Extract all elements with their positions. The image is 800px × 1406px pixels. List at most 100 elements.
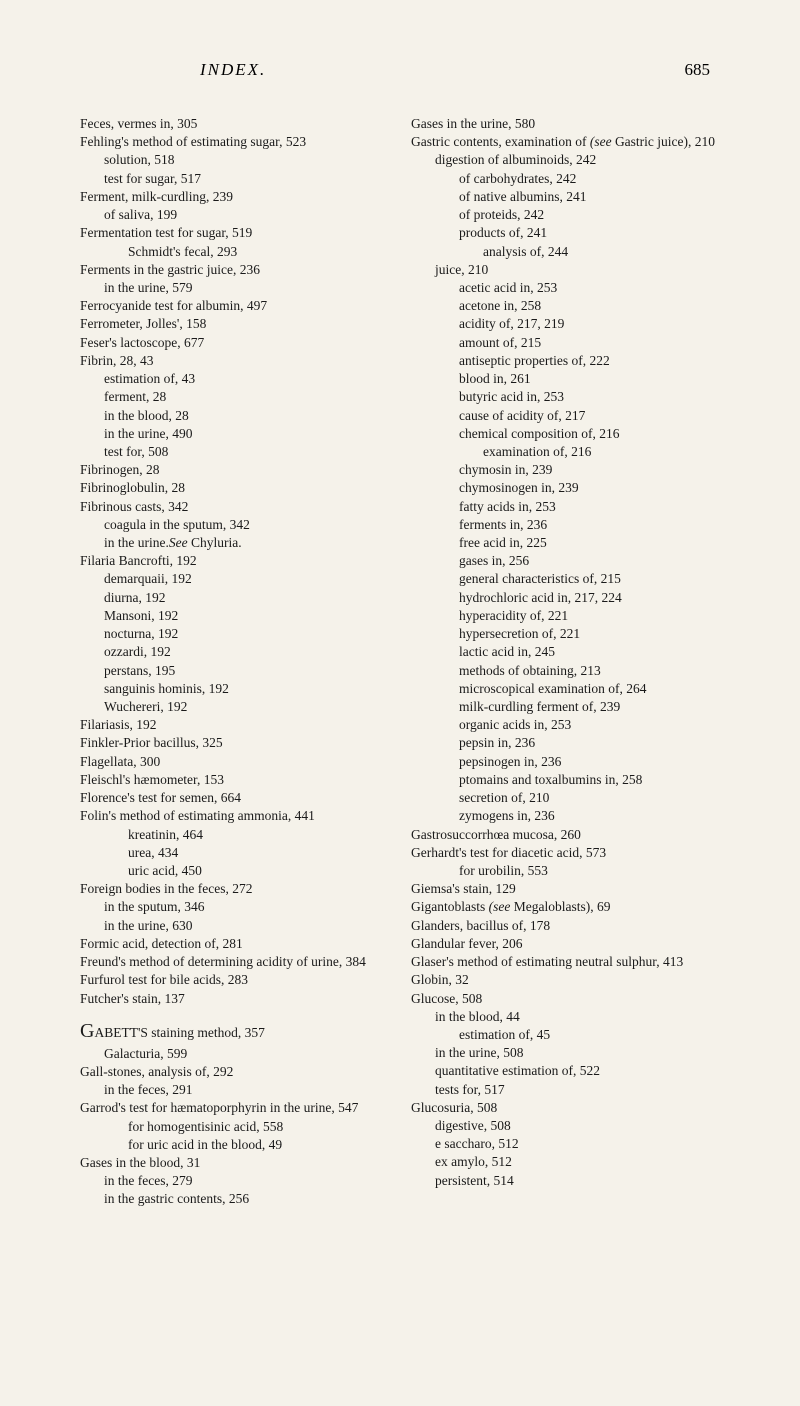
index-entry: Fermentation test for sugar, 519 bbox=[80, 224, 399, 242]
header-title: INDEX. bbox=[200, 60, 266, 80]
index-entry: Fibrinous casts, 342 bbox=[80, 498, 399, 516]
index-entry: Fibrinoglobulin, 28 bbox=[80, 479, 399, 497]
index-entry: in the urine, 508 bbox=[411, 1044, 730, 1062]
index-entry: Giemsa's stain, 129 bbox=[411, 880, 730, 898]
index-entry: in the gastric contents, 256 bbox=[80, 1190, 399, 1208]
drop-cap: G bbox=[80, 1020, 94, 1042]
index-entry: Futcher's stain, 137 bbox=[80, 990, 399, 1008]
index-entry: Gastric contents, examination of (see Ga… bbox=[411, 133, 730, 151]
index-entry: test for sugar, 517 bbox=[80, 170, 399, 188]
index-entry: cause of acidity of, 217 bbox=[411, 407, 730, 425]
index-entry: ferments in, 236 bbox=[411, 516, 730, 534]
index-entry: for urobilin, 553 bbox=[411, 862, 730, 880]
index-entry: free acid in, 225 bbox=[411, 534, 730, 552]
index-entry: digestive, 508 bbox=[411, 1117, 730, 1135]
index-entry: analysis of, 244 bbox=[411, 243, 730, 261]
index-entry: urea, 434 bbox=[80, 844, 399, 862]
index-entry: Gases in the urine, 580 bbox=[411, 115, 730, 133]
see-reference: (see bbox=[489, 899, 511, 914]
index-entry: Fibrinogen, 28 bbox=[80, 461, 399, 479]
index-entry: Feser's lactoscope, 677 bbox=[80, 334, 399, 352]
index-entry: Furfurol test for bile acids, 283 bbox=[80, 971, 399, 989]
index-entry: Glucose, 508 bbox=[411, 990, 730, 1008]
index-entry: chymosinogen in, 239 bbox=[411, 479, 730, 497]
index-entry: Ferrometer, Jolles', 158 bbox=[80, 315, 399, 333]
index-entry: microscopical examination of, 264 bbox=[411, 680, 730, 698]
index-entry: coagula in the sputum, 342 bbox=[80, 516, 399, 534]
index-entry: zymogens in, 236 bbox=[411, 807, 730, 825]
index-entry: milk-curdling ferment of, 239 bbox=[411, 698, 730, 716]
index-entry: amount of, 215 bbox=[411, 334, 730, 352]
index-entry: ptomains and toxalbumins in, 258 bbox=[411, 771, 730, 789]
index-entry: hyperacidity of, 221 bbox=[411, 607, 730, 625]
index-entry: e saccharo, 512 bbox=[411, 1135, 730, 1153]
index-entry: perstans, 195 bbox=[80, 662, 399, 680]
index-entry: Filaria Bancrofti, 192 bbox=[80, 552, 399, 570]
index-entry: quantitative estimation of, 522 bbox=[411, 1062, 730, 1080]
index-entry: GABETT'S staining method, 357 bbox=[80, 1018, 399, 1045]
index-entry: Folin's method of estimating ammonia, 44… bbox=[80, 807, 399, 825]
index-entry: in the feces, 279 bbox=[80, 1172, 399, 1190]
index-entry: Freund's method of determining acidity o… bbox=[80, 953, 399, 971]
index-entry: chymosin in, 239 bbox=[411, 461, 730, 479]
index-entry: persistent, 514 bbox=[411, 1172, 730, 1190]
index-entry: antiseptic properties of, 222 bbox=[411, 352, 730, 370]
index-entry: in the feces, 291 bbox=[80, 1081, 399, 1099]
index-entry: Foreign bodies in the feces, 272 bbox=[80, 880, 399, 898]
index-columns: Feces, vermes in, 305Fehling's method of… bbox=[80, 115, 730, 1209]
index-entry: demarquaii, 192 bbox=[80, 570, 399, 588]
index-entry: Wuchereri, 192 bbox=[80, 698, 399, 716]
index-entry: general characteristics of, 215 bbox=[411, 570, 730, 588]
index-entry: secretion of, 210 bbox=[411, 789, 730, 807]
index-entry: test for, 508 bbox=[80, 443, 399, 461]
index-entry: of native albumins, 241 bbox=[411, 188, 730, 206]
index-entry: Flagellata, 300 bbox=[80, 753, 399, 771]
index-entry: of saliva, 199 bbox=[80, 206, 399, 224]
index-entry: juice, 210 bbox=[411, 261, 730, 279]
index-entry: tests for, 517 bbox=[411, 1081, 730, 1099]
index-entry: diurna, 192 bbox=[80, 589, 399, 607]
index-entry: fatty acids in, 253 bbox=[411, 498, 730, 516]
index-entry: of proteids, 242 bbox=[411, 206, 730, 224]
index-entry: Fibrin, 28, 43 bbox=[80, 352, 399, 370]
index-entry: in the urine.See Chyluria. bbox=[80, 534, 399, 552]
index-entry: for uric acid in the blood, 49 bbox=[80, 1136, 399, 1154]
index-entry: Garrod's test for hæmatoporphyrin in the… bbox=[80, 1099, 399, 1117]
index-entry: Gigantoblasts (see Megaloblasts), 69 bbox=[411, 898, 730, 916]
index-entry: pepsin in, 236 bbox=[411, 734, 730, 752]
index-entry: Ferments in the gastric juice, 236 bbox=[80, 261, 399, 279]
index-entry: gases in, 256 bbox=[411, 552, 730, 570]
index-entry: estimation of, 43 bbox=[80, 370, 399, 388]
right-column: Gases in the urine, 580Gastric contents,… bbox=[411, 115, 730, 1209]
index-entry: Globin, 32 bbox=[411, 971, 730, 989]
index-entry: methods of obtaining, 213 bbox=[411, 662, 730, 680]
index-entry: Glandular fever, 206 bbox=[411, 935, 730, 953]
index-entry: in the sputum, 346 bbox=[80, 898, 399, 916]
index-entry: sanguinis hominis, 192 bbox=[80, 680, 399, 698]
see-reference: See bbox=[169, 535, 188, 550]
left-column: Feces, vermes in, 305Fehling's method of… bbox=[80, 115, 399, 1209]
index-entry: pepsinogen in, 236 bbox=[411, 753, 730, 771]
index-entry: nocturna, 192 bbox=[80, 625, 399, 643]
index-entry: chemical composition of, 216 bbox=[411, 425, 730, 443]
index-entry: in the blood, 28 bbox=[80, 407, 399, 425]
index-entry: ex amylo, 512 bbox=[411, 1153, 730, 1171]
index-entry: solution, 518 bbox=[80, 151, 399, 169]
index-entry: Ferment, milk-curdling, 239 bbox=[80, 188, 399, 206]
header-page-number: 685 bbox=[685, 60, 711, 80]
index-entry: for homogentisinic acid, 558 bbox=[80, 1118, 399, 1136]
index-entry: ferment, 28 bbox=[80, 388, 399, 406]
index-entry: Feces, vermes in, 305 bbox=[80, 115, 399, 133]
index-entry: Glucosuria, 508 bbox=[411, 1099, 730, 1117]
index-entry: Ferrocyanide test for albumin, 497 bbox=[80, 297, 399, 315]
index-entry: in the blood, 44 bbox=[411, 1008, 730, 1026]
index-entry: blood in, 261 bbox=[411, 370, 730, 388]
index-entry: Glaser's method of estimating neutral su… bbox=[411, 953, 730, 971]
index-entry: in the urine, 490 bbox=[80, 425, 399, 443]
index-entry: Mansoni, 192 bbox=[80, 607, 399, 625]
index-entry: Fehling's method of estimating sugar, 52… bbox=[80, 133, 399, 151]
index-entry: ozzardi, 192 bbox=[80, 643, 399, 661]
index-entry: Schmidt's fecal, 293 bbox=[80, 243, 399, 261]
index-entry: lactic acid in, 245 bbox=[411, 643, 730, 661]
index-entry: Florence's test for semen, 664 bbox=[80, 789, 399, 807]
